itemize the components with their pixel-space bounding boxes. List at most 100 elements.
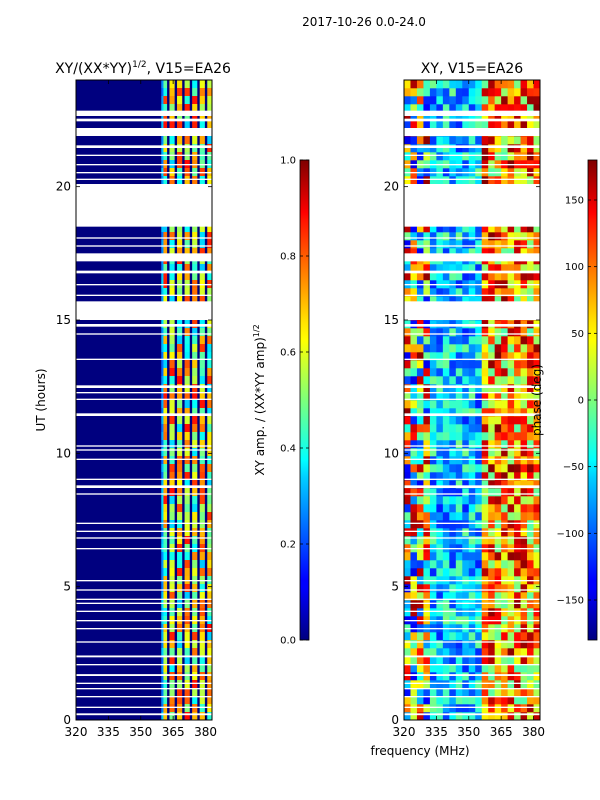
phase-cell [404,472,411,481]
amplitude-cell [161,424,168,432]
phase-flag-gap [404,413,540,416]
amplitude-cell [207,648,212,656]
phase-cell [527,672,534,681]
amplitude-flag-gap [76,610,212,612]
phase-cell [527,152,534,161]
amplitude-cell [161,648,164,656]
phase-cell [404,672,411,681]
amplitude-cell [161,224,164,232]
phase-cell [404,240,411,249]
phase-cell [429,504,437,513]
amplitude-cell [199,408,205,416]
phase-cell [520,464,528,473]
phase-cell [429,288,437,297]
phase-cell [514,120,521,129]
amplitude-cell [161,568,168,576]
phase-cell [449,536,457,545]
phase-cell [494,448,502,457]
phase-cell [527,88,534,97]
phase-cell [507,176,515,185]
phase-cell [514,112,521,121]
phase-flag-gap [404,580,540,582]
phase-cell [410,608,418,617]
phase-cell [501,144,508,153]
phase-cell [514,376,521,385]
phase-cell [494,560,502,569]
phase-cell [416,344,424,353]
phase-cell [527,688,534,697]
phase-cell [462,552,470,561]
phase-cell [429,88,437,97]
phase-cell [533,240,540,249]
phase-cell [442,584,450,593]
phase-cell [507,536,515,545]
phase-cell [442,344,450,353]
phase-cell [404,568,411,577]
phase-cell [501,472,508,481]
phase-cell [449,224,457,233]
phase-cell [455,392,463,401]
phase-cell [404,528,411,537]
phase-cell [436,104,444,113]
phase-cell [410,664,418,673]
amplitude-cell [207,120,212,128]
phase-cell [404,448,411,457]
phase-cell [501,672,508,681]
amplitude-cell [161,288,168,296]
phase-cell [501,376,508,385]
phase-cell [404,704,411,713]
amplitude-cell [199,472,205,480]
phase-cell [488,368,495,377]
phase-cell [449,592,457,601]
phase-cell [494,120,502,129]
phase-cell [533,520,540,529]
phase-cell [442,632,450,641]
phase-cell [527,568,534,577]
amplitude-cell [177,464,183,472]
phase-cell [416,272,424,281]
phase-cell [404,600,411,609]
phase-cell [436,352,444,361]
phase-cell [416,608,424,617]
amplitude-cell [184,328,190,336]
phase-cell [429,392,437,401]
phase-cell [533,424,540,433]
phase-cell [410,512,418,521]
phase-cell [442,568,450,577]
amplitude-cell [169,136,175,144]
phase-cell [527,552,534,561]
phase-cell [449,272,457,281]
phase-cell [423,696,431,705]
phase-cell [423,392,431,401]
phase-flag-gap [404,706,540,708]
amplitude-cell [207,712,212,720]
phase-cell [475,480,483,489]
phase-cell [494,512,502,521]
phase-cell [410,88,418,97]
phase-cell [533,144,540,153]
phase-cell [475,496,483,505]
amplitude-cell [192,120,198,128]
phase-cell [436,368,444,377]
phase-cell [488,240,495,249]
phase-cell [462,376,470,385]
phase-cell [404,120,411,129]
amplitude-colorbar-gradient [299,159,310,641]
phase-cell [416,296,424,305]
phase-cell [462,240,470,249]
phase-cell [462,536,470,545]
amplitude-cell [161,104,168,112]
phase-cell [494,656,502,665]
phase-cell [533,472,540,481]
amplitude-cell [192,224,198,232]
phase-cell [527,336,534,345]
phase-flag-gap [404,392,540,394]
phase-cell [527,176,534,185]
phase-cell [436,152,444,161]
amplitude-cell [184,120,190,128]
phase-cell [501,480,508,489]
phase-cell [481,376,489,385]
phase-cell [494,376,502,385]
phase-cell [494,424,502,433]
phase-cell [462,664,470,673]
